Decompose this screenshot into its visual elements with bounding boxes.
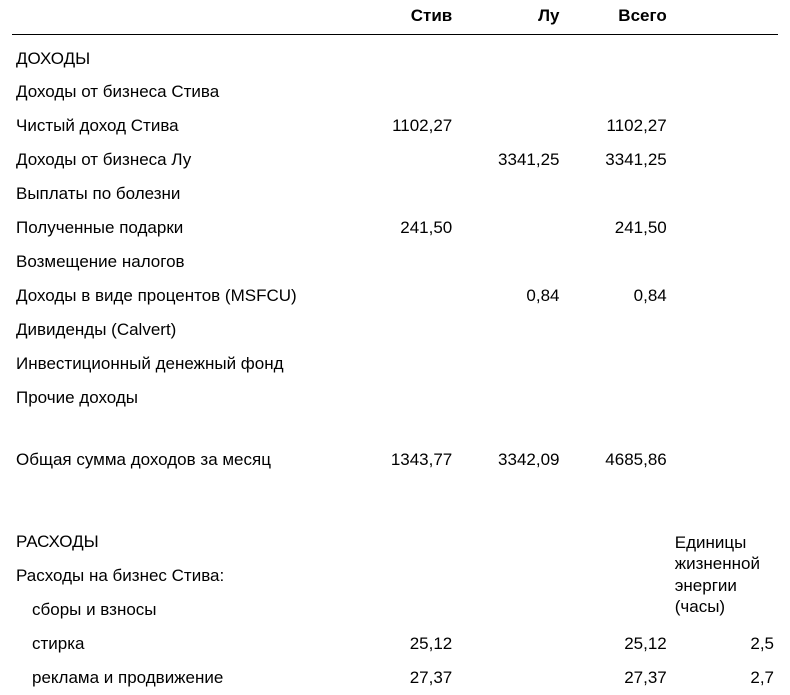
table-row: Возмещение налогов (12, 245, 778, 279)
row-c1 (349, 75, 456, 109)
row-c2 (456, 177, 563, 211)
row-c3 (564, 313, 671, 347)
row-label: Возмещение налогов (12, 245, 349, 279)
income-total-label: Общая сумма доходов за месяц (12, 443, 349, 477)
row-c1 (349, 593, 456, 627)
row-label: сборы и взносы (12, 593, 349, 627)
spacer (12, 415, 778, 443)
row-c2 (456, 593, 563, 627)
row-c3 (564, 245, 671, 279)
row-c1 (349, 347, 456, 381)
row-c2 (456, 245, 563, 279)
row-c3: 3341,25 (564, 143, 671, 177)
row-label: Выплаты по болезни (12, 177, 349, 211)
row-c1: 25,12 (349, 627, 456, 661)
row-c1 (349, 245, 456, 279)
row-c2 (456, 313, 563, 347)
table-row: Доходы в виде процентов (MSFCU) 0,84 0,8… (12, 279, 778, 313)
row-c1: 1102,27 (349, 109, 456, 143)
row-c2 (456, 627, 563, 661)
row-c3: 0,84 (564, 279, 671, 313)
income-total-c3: 4685,86 (564, 443, 671, 477)
row-c3: 241,50 (564, 211, 671, 245)
row-c2 (456, 211, 563, 245)
row-c3 (564, 347, 671, 381)
row-c1 (349, 177, 456, 211)
expenses-group-label: Расходы на бизнес Стива: (12, 559, 349, 593)
income-section-header: ДОХОДЫ (12, 35, 778, 76)
row-c3 (564, 381, 671, 415)
row-label: Инвестиционный денежный фонд (12, 347, 349, 381)
financial-table: Стив Лу Всего ДОХОДЫ Доходы от бизнеса С… (12, 0, 778, 695)
table-row: Инвестиционный денежный фонд (12, 347, 778, 381)
header-col3: Всего (564, 0, 671, 35)
row-c2 (456, 381, 563, 415)
expenses-group-row: Расходы на бизнес Стива: (12, 559, 778, 593)
row-label: Доходы в виде процентов (MSFCU) (12, 279, 349, 313)
row-c1 (349, 381, 456, 415)
row-c1 (349, 313, 456, 347)
row-c1 (349, 143, 456, 177)
income-total-c1: 1343,77 (349, 443, 456, 477)
header-col1: Стив (349, 0, 456, 35)
expenses-section-label: РАСХОДЫ (12, 525, 349, 559)
row-c1: 241,50 (349, 211, 456, 245)
table-row: Чистый доход Стива 1102,27 1102,27 (12, 109, 778, 143)
spacer (12, 477, 778, 525)
income-total-row: Общая сумма доходов за месяц 1343,77 334… (12, 443, 778, 477)
table-row: Доходы от бизнеса Стива (12, 75, 778, 109)
row-c3: 25,12 (564, 627, 671, 661)
row-c3: 1102,27 (564, 109, 671, 143)
row-c2 (456, 75, 563, 109)
header-row: Стив Лу Всего (12, 0, 778, 35)
row-label: Прочие доходы (12, 381, 349, 415)
table-row: Прочие доходы (12, 381, 778, 415)
row-c3 (564, 75, 671, 109)
row-c3 (564, 593, 671, 627)
row-c1 (349, 279, 456, 313)
life-energy-header: Единицы жизненной энергии (часы) (671, 525, 778, 627)
header-label (12, 0, 349, 35)
row-label: стирка (12, 627, 349, 661)
row-label: Чистый доход Стива (12, 109, 349, 143)
table-row: Выплаты по болезни (12, 177, 778, 211)
table-row: Дивиденды (Calvert) (12, 313, 778, 347)
table-row: сборы и взносы (12, 593, 778, 627)
income-total-c2: 3342,09 (456, 443, 563, 477)
row-label: Полученные подарки (12, 211, 349, 245)
table-row: Доходы от бизнеса Лу 3341,25 3341,25 (12, 143, 778, 177)
income-section-label: ДОХОДЫ (12, 35, 349, 76)
row-label: Доходы от бизнеса Стива (12, 75, 349, 109)
row-c3 (564, 177, 671, 211)
header-col2: Лу (456, 0, 563, 35)
row-c4: 2,5 (671, 627, 778, 661)
row-label: Доходы от бизнеса Лу (12, 143, 349, 177)
expenses-section-header: РАСХОДЫ Единицы жизненной энергии (часы) (12, 525, 778, 559)
table-row: Полученные подарки 241,50 241,50 (12, 211, 778, 245)
row-label: Дивиденды (Calvert) (12, 313, 349, 347)
header-col4 (671, 0, 778, 35)
row-c2: 0,84 (456, 279, 563, 313)
row-c2 (456, 109, 563, 143)
row-c2: 3341,25 (456, 143, 563, 177)
row-c2 (456, 347, 563, 381)
table-row: стирка 25,12 25,12 2,5 (12, 627, 778, 661)
